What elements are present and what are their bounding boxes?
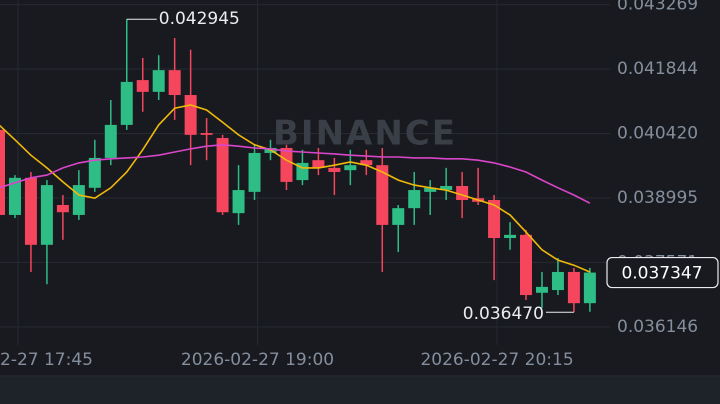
candle-body: [0, 129, 5, 215]
moving-average-line: [0, 104, 591, 273]
candle-body: [344, 165, 357, 171]
candle-body: [232, 190, 245, 214]
last-price-label: 0.037347: [621, 264, 702, 284]
plot-area: [0, 19, 596, 313]
y-tick-label: 0.043269: [617, 0, 698, 15]
candle-body: [72, 185, 85, 215]
watermark: BINANCE: [273, 114, 457, 154]
candle-body: [104, 124, 117, 158]
candle-body: [40, 185, 53, 245]
candle-body: [200, 133, 213, 135]
min-label: 0.036470: [463, 304, 544, 324]
candle-body: [376, 165, 389, 225]
candle-body: [248, 152, 261, 192]
candle-body: [328, 167, 341, 172]
candle-body: [120, 81, 133, 125]
candle-body: [551, 271, 564, 291]
moving-average-line: [0, 143, 591, 204]
candle-body: [8, 177, 21, 215]
max-label: 0.042945: [159, 9, 240, 29]
candle-body: [567, 271, 580, 304]
grid: [0, 0, 610, 345]
candle-body: [583, 272, 596, 304]
candle-body: [360, 160, 373, 166]
y-tick-label: 0.041844: [617, 59, 698, 79]
candle-body: [535, 286, 548, 293]
candle-body: [136, 80, 149, 92]
candle-body: [312, 160, 325, 168]
candle-body: [504, 234, 517, 239]
candle-body: [408, 190, 421, 209]
candle-body: [424, 187, 437, 192]
axes: 0.0432690.0418440.0404200.0389950.037571…: [0, 0, 719, 370]
candle-body: [488, 200, 501, 239]
candle-body: [216, 138, 229, 213]
x-tick-label: 2026-02-27 20:15: [420, 350, 573, 370]
y-tick-label: 0.036146: [617, 317, 698, 337]
candle-body: [24, 177, 37, 245]
x-tick-label: 2026-02-27 19:00: [181, 350, 334, 370]
y-tick-label: 0.040420: [617, 123, 698, 143]
candle-body: [392, 208, 405, 225]
candle-body: [56, 204, 69, 213]
candle-body: [168, 70, 181, 96]
candle-body: [520, 234, 533, 296]
candle-body: [280, 147, 293, 182]
candle-body: [184, 95, 197, 135]
candle-body: [440, 185, 453, 191]
last-price-box: [606, 256, 719, 289]
candle-body: [152, 70, 165, 92]
candle-body: [88, 157, 101, 188]
bottom-nav[interactable]: [0, 377, 720, 404]
y-tick-label: 0.038995: [617, 188, 698, 208]
x-tick-label: 2-27 17:45: [0, 350, 93, 370]
